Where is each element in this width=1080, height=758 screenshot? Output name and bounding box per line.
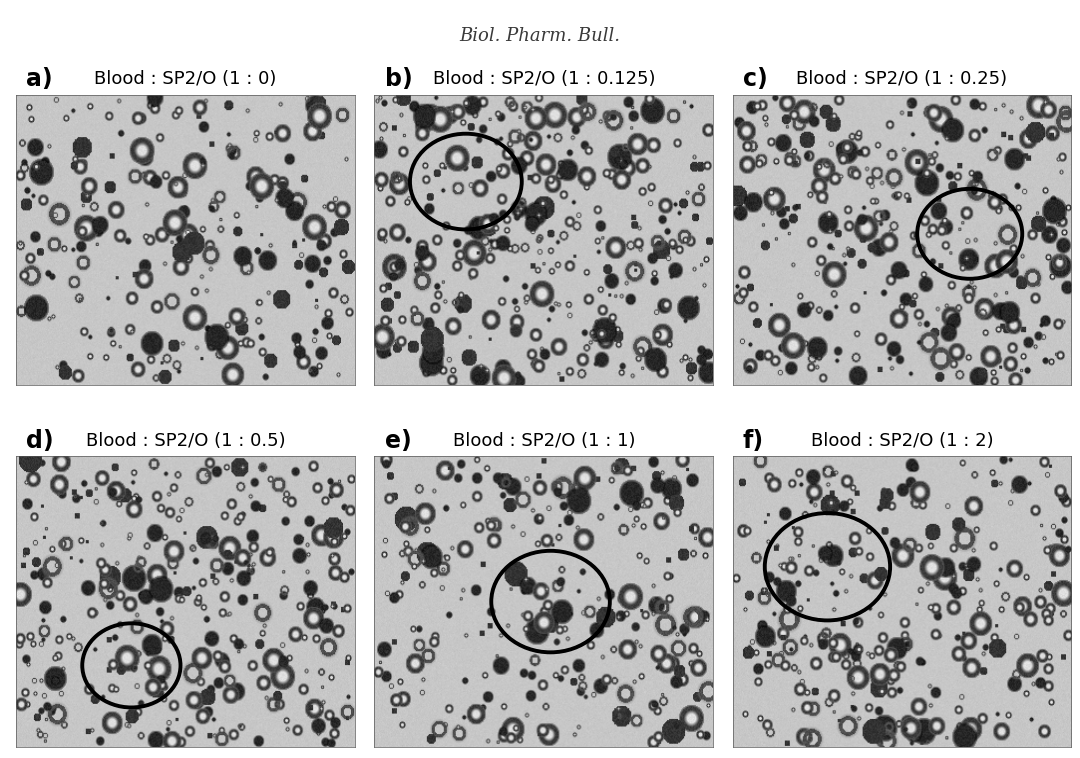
Text: Blood : SP2/O (1 : 0): Blood : SP2/O (1 : 0)	[94, 70, 276, 88]
Text: Blood : SP2/O (1 : 0.5): Blood : SP2/O (1 : 0.5)	[85, 431, 285, 449]
Text: b): b)	[384, 67, 413, 91]
Text: Blood : SP2/O (1 : 0.125): Blood : SP2/O (1 : 0.125)	[432, 70, 656, 88]
Text: Blood : SP2/O (1 : 0.25): Blood : SP2/O (1 : 0.25)	[796, 70, 1008, 88]
Text: Biol. Pharm. Bull.: Biol. Pharm. Bull.	[459, 27, 621, 45]
Text: c): c)	[743, 67, 768, 91]
Text: Blood : SP2/O (1 : 1): Blood : SP2/O (1 : 1)	[453, 431, 635, 449]
Text: e): e)	[384, 429, 411, 453]
Text: a): a)	[26, 67, 53, 91]
Text: d): d)	[26, 429, 54, 453]
Text: Blood : SP2/O (1 : 2): Blood : SP2/O (1 : 2)	[811, 431, 994, 449]
Text: f): f)	[743, 429, 764, 453]
